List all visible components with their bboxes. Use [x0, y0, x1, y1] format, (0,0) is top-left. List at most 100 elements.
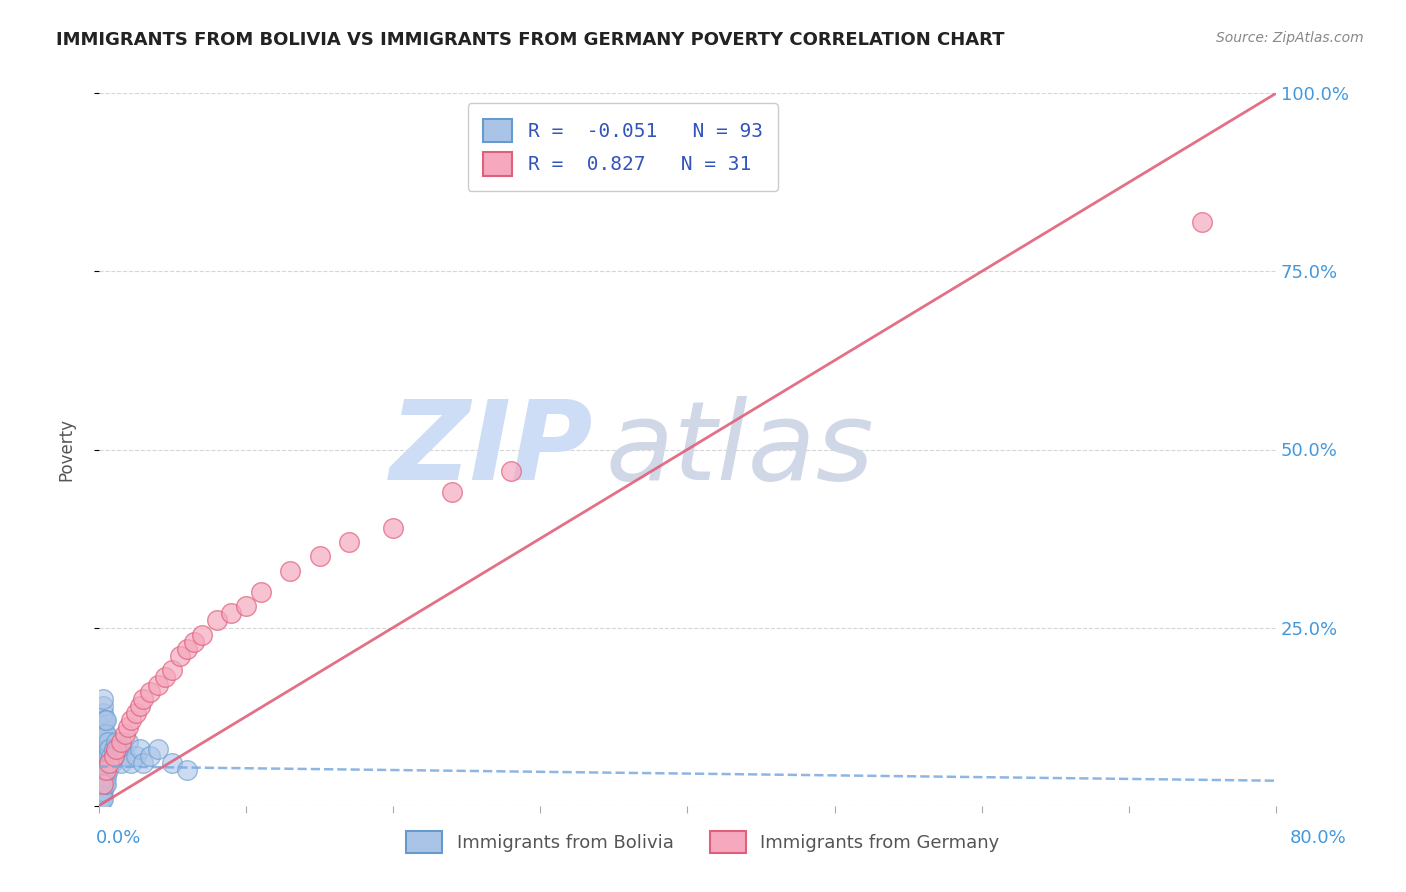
Point: [103, 741, 125, 756]
Point: [153, 670, 176, 684]
Point: [120, 713, 142, 727]
Point: [235, 599, 257, 614]
Legend: R =  -0.051   N = 93, R =  0.827   N = 31: R = -0.051 N = 93, R = 0.827 N = 31: [468, 103, 779, 192]
Point: [176, 642, 198, 657]
Point: [90, 748, 112, 763]
Point: [100, 748, 122, 763]
Point: [89, 784, 111, 798]
Point: [91, 734, 114, 748]
Point: [89, 741, 111, 756]
Point: [93, 748, 115, 763]
Point: [89, 784, 111, 798]
Text: Source: ZipAtlas.com: Source: ZipAtlas.com: [1216, 31, 1364, 45]
Point: [89, 748, 111, 763]
Point: [94, 777, 117, 791]
Point: [162, 663, 184, 677]
Point: [90, 770, 112, 784]
Point: [93, 777, 115, 791]
Point: [90, 741, 112, 756]
Point: [278, 564, 301, 578]
Point: [90, 777, 112, 791]
Point: [90, 777, 112, 791]
Point: [205, 614, 228, 628]
Point: [90, 763, 112, 777]
Point: [97, 763, 120, 777]
Point: [90, 784, 112, 798]
Point: [89, 777, 111, 791]
Point: [101, 756, 124, 770]
Point: [91, 763, 114, 777]
Point: [89, 777, 111, 791]
Point: [91, 706, 114, 720]
Point: [308, 549, 330, 564]
Point: [90, 756, 112, 770]
Point: [91, 770, 114, 784]
Point: [129, 741, 152, 756]
Point: [169, 648, 191, 663]
Point: [89, 770, 111, 784]
Point: [89, 756, 111, 770]
Point: [249, 585, 271, 599]
Point: [98, 756, 121, 770]
Point: [94, 727, 117, 741]
Point: [89, 770, 111, 784]
Point: [97, 734, 120, 748]
Point: [146, 677, 169, 691]
Point: [91, 777, 114, 791]
Point: [124, 748, 146, 763]
Point: [91, 698, 114, 713]
Point: [89, 748, 111, 763]
Point: [90, 777, 112, 791]
Point: [94, 741, 117, 756]
Point: [129, 698, 152, 713]
Point: [93, 741, 115, 756]
Point: [191, 628, 214, 642]
Point: [94, 756, 117, 770]
Point: [120, 756, 142, 770]
Point: [91, 713, 114, 727]
Point: [91, 741, 114, 756]
Point: [89, 791, 111, 805]
Point: [117, 734, 139, 748]
Text: atlas: atlas: [605, 396, 873, 503]
Point: [90, 734, 112, 748]
Point: [132, 756, 155, 770]
Point: [162, 756, 184, 770]
Point: [139, 684, 162, 698]
Point: [93, 713, 115, 727]
Point: [89, 763, 111, 777]
Text: 0.0%: 0.0%: [96, 829, 141, 847]
Text: ZIP: ZIP: [389, 396, 593, 503]
Point: [90, 756, 112, 770]
Point: [90, 791, 112, 805]
Point: [94, 713, 117, 727]
Point: [89, 798, 111, 813]
Point: [89, 763, 111, 777]
Point: [139, 748, 162, 763]
Point: [382, 521, 405, 535]
Point: [93, 734, 115, 748]
Point: [90, 748, 112, 763]
Point: [1191, 214, 1213, 228]
Point: [93, 727, 115, 741]
Point: [107, 741, 129, 756]
Y-axis label: Poverty: Poverty: [58, 418, 75, 481]
Point: [98, 741, 121, 756]
Point: [89, 756, 111, 770]
Point: [91, 720, 114, 734]
Point: [91, 727, 114, 741]
Point: [108, 748, 131, 763]
Point: [90, 784, 112, 798]
Point: [94, 763, 117, 777]
Point: [337, 535, 360, 549]
Point: [89, 777, 111, 791]
Point: [97, 748, 120, 763]
Point: [219, 607, 242, 621]
Point: [91, 756, 114, 770]
Point: [91, 748, 114, 763]
Point: [91, 784, 114, 798]
Point: [110, 734, 132, 748]
Point: [90, 770, 112, 784]
Point: [110, 756, 132, 770]
Point: [114, 727, 136, 741]
